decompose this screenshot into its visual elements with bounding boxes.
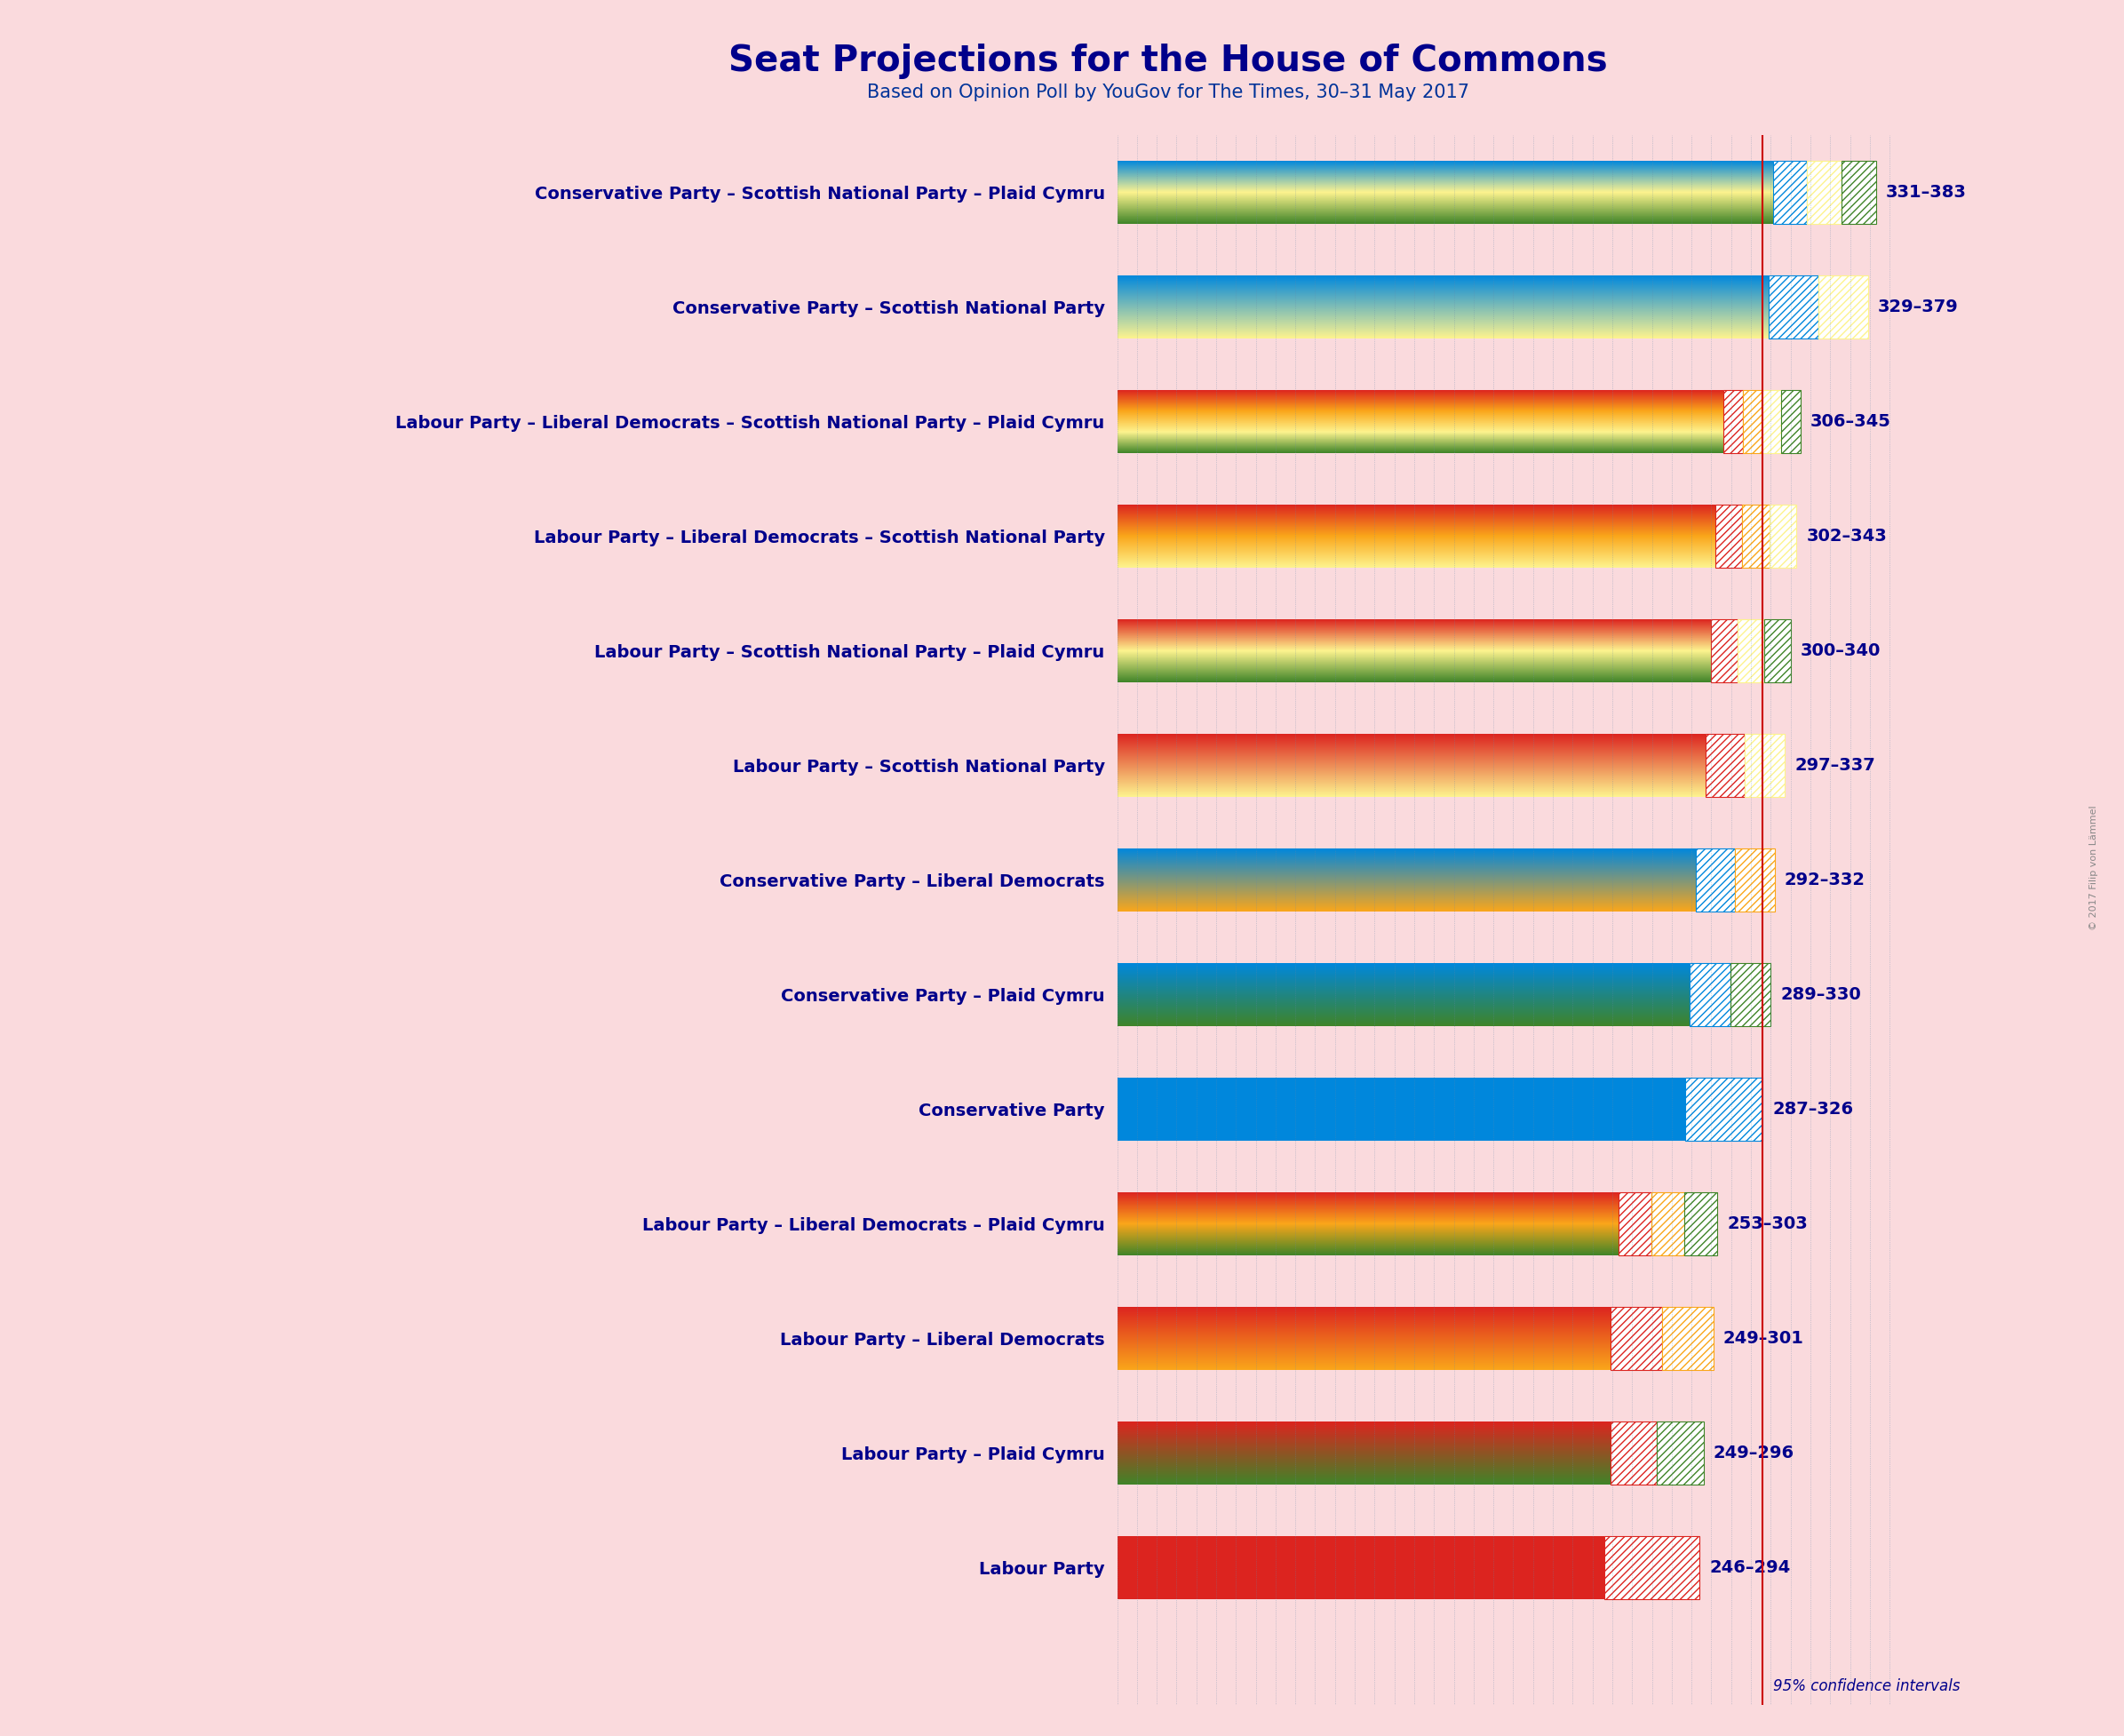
Bar xyxy=(1737,620,1765,682)
Bar xyxy=(1818,276,1867,339)
Bar xyxy=(1695,849,1735,911)
Bar xyxy=(1742,391,1761,453)
Text: 246–294: 246–294 xyxy=(1710,1559,1791,1576)
Bar xyxy=(1782,391,1801,453)
Bar xyxy=(1842,161,1875,224)
Bar xyxy=(1716,505,1742,568)
Bar xyxy=(1650,1193,1684,1255)
Text: 287–326: 287–326 xyxy=(1774,1101,1854,1118)
Bar xyxy=(1769,276,1818,339)
Bar xyxy=(1761,391,1782,453)
Bar xyxy=(1661,1307,1714,1370)
Text: 329–379: 329–379 xyxy=(1878,299,1958,316)
Bar xyxy=(1610,1422,1657,1484)
Text: 300–340: 300–340 xyxy=(1801,642,1880,660)
Text: 297–337: 297–337 xyxy=(1795,757,1875,774)
Text: 253–303: 253–303 xyxy=(1727,1215,1808,1233)
Text: © 2017 Filip von Lämmel: © 2017 Filip von Lämmel xyxy=(2090,806,2099,930)
Bar xyxy=(1657,1422,1703,1484)
Text: 289–330: 289–330 xyxy=(1780,986,1861,1003)
Text: 302–343: 302–343 xyxy=(1805,528,1886,545)
Bar xyxy=(1604,1536,1699,1599)
Text: Seat Projections for the House of Commons: Seat Projections for the House of Common… xyxy=(729,43,1608,78)
Bar xyxy=(1731,963,1771,1026)
Text: Based on Opinion Poll by YouGov for The Times, 30–31 May 2017: Based on Opinion Poll by YouGov for The … xyxy=(867,83,1470,101)
Bar xyxy=(1769,505,1797,568)
Text: 331–383: 331–383 xyxy=(1886,184,1967,201)
Text: 249–301: 249–301 xyxy=(1723,1330,1803,1347)
Bar xyxy=(1746,734,1784,797)
Bar xyxy=(1684,1193,1718,1255)
Bar xyxy=(1774,161,1808,224)
Bar xyxy=(1765,620,1791,682)
Text: 292–332: 292–332 xyxy=(1784,871,1865,889)
Bar xyxy=(1808,161,1842,224)
Bar xyxy=(1686,1078,1763,1141)
Text: 249–296: 249–296 xyxy=(1714,1444,1795,1462)
Bar xyxy=(1735,849,1776,911)
Bar xyxy=(1689,963,1731,1026)
Bar xyxy=(1618,1193,1650,1255)
Text: 306–345: 306–345 xyxy=(1810,413,1890,431)
Bar xyxy=(1742,505,1769,568)
Bar xyxy=(1723,391,1742,453)
Text: 95% confidence intervals: 95% confidence intervals xyxy=(1774,1679,1960,1694)
Bar xyxy=(1712,620,1737,682)
Bar xyxy=(1610,1307,1661,1370)
Bar xyxy=(1706,734,1746,797)
